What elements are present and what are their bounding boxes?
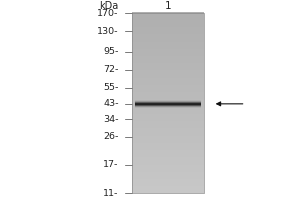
Text: 72-: 72- [103,65,118,74]
Text: 170-: 170- [97,9,118,18]
Text: kDa: kDa [99,1,119,11]
Text: 26-: 26- [103,132,118,141]
Text: 34-: 34- [103,115,118,124]
Text: 11-: 11- [103,189,118,198]
Text: 17-: 17- [103,160,118,169]
Text: 55-: 55- [103,83,118,92]
Text: 43-: 43- [103,99,118,108]
Text: 1: 1 [165,1,171,11]
Text: 130-: 130- [97,27,118,36]
Text: 95-: 95- [103,47,118,56]
